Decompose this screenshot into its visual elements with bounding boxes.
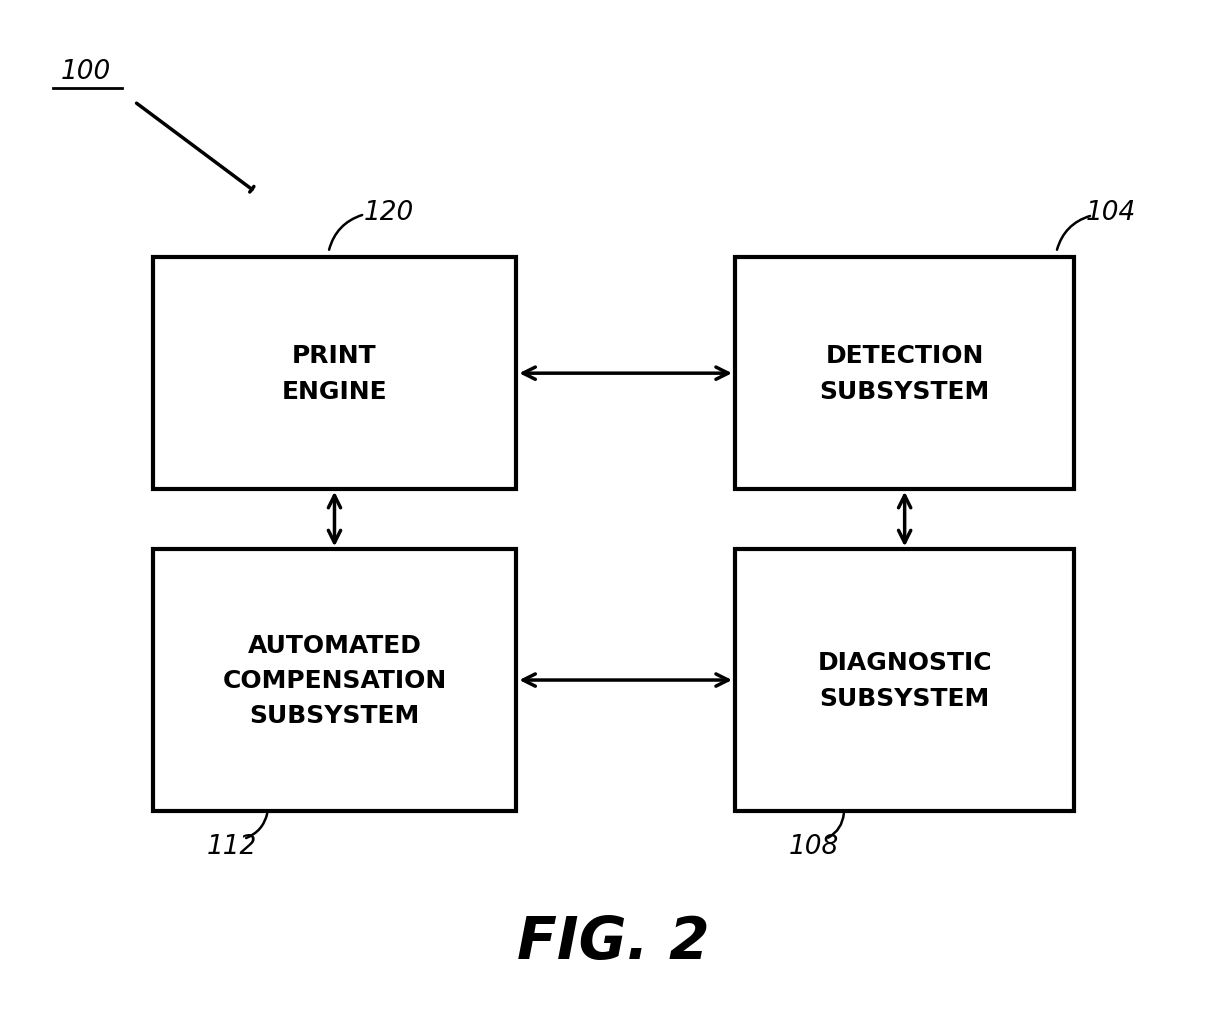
- Bar: [735, 549, 1075, 811]
- Text: PRINT
ENGINE: PRINT ENGINE: [282, 344, 388, 404]
- Bar: [735, 258, 1075, 489]
- Text: DIAGNOSTIC
SUBSYSTEM: DIAGNOSTIC SUBSYSTEM: [817, 651, 991, 710]
- Text: FIG. 2: FIG. 2: [518, 913, 709, 970]
- Bar: [152, 258, 517, 489]
- Text: DETECTION
SUBSYSTEM: DETECTION SUBSYSTEM: [820, 344, 990, 404]
- Text: 120: 120: [364, 200, 415, 226]
- Text: 104: 104: [1086, 200, 1136, 226]
- Text: AUTOMATED
COMPENSATION
SUBSYSTEM: AUTOMATED COMPENSATION SUBSYSTEM: [222, 633, 447, 728]
- Text: 100: 100: [60, 59, 110, 86]
- Text: 112: 112: [206, 834, 256, 859]
- Text: 108: 108: [789, 834, 839, 859]
- Bar: [152, 549, 517, 811]
